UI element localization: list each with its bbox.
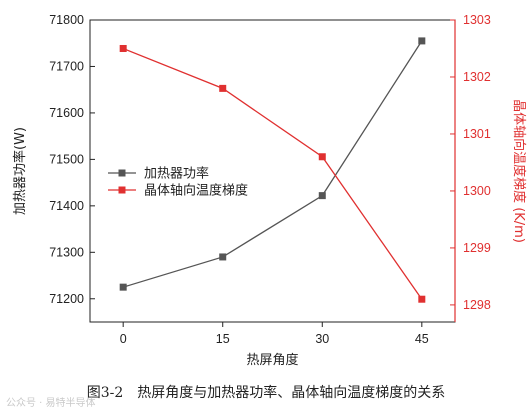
caption-text: 热屏角度与加热器功率、晶体轴向温度梯度的关系	[137, 385, 446, 401]
series-line-2	[122, 47, 423, 300]
y-left-tick-label: 71200	[49, 292, 84, 306]
x-tick-label: 30	[315, 332, 329, 346]
figure-caption: 图3-2 热屏角度与加热器功率、晶体轴向温度梯度的关系	[0, 382, 532, 402]
y-right-tick-label: 1300	[463, 184, 491, 198]
watermark: 公众号 · 易特半导体	[6, 398, 96, 409]
x-axis-title: 热屏角度	[246, 352, 298, 368]
y-right-tick-label: 1302	[463, 70, 491, 84]
y-right-tick-label: 1303	[463, 13, 491, 27]
y-right-axis-title: 晶体轴向温度梯度 (K/m)	[511, 99, 527, 243]
y-left-tick-label: 71300	[49, 245, 84, 259]
series-1-point	[418, 37, 426, 45]
legend-label-2: 晶体轴向温度梯度	[144, 183, 248, 199]
y-right-tick-label: 1301	[463, 127, 491, 141]
series-1-point	[318, 192, 326, 200]
y-left-tick-label: 71400	[49, 199, 84, 213]
x-tick-label: 0	[120, 332, 127, 346]
series-line-1	[122, 40, 423, 288]
chart-marks: 0 15 30 45 热屏角度 71200 71300 71400 71500 71600 7170…	[12, 13, 527, 368]
y-left-tick-label: 71500	[49, 152, 84, 166]
y-left-tick-label: 71600	[49, 106, 84, 120]
series-2-point	[119, 44, 127, 52]
x-tick-label: 45	[415, 332, 429, 346]
series-2-point	[418, 295, 426, 303]
legend-marker-2	[118, 186, 126, 194]
x-tick-label: 15	[216, 332, 230, 346]
series-2-point	[318, 153, 326, 161]
y-left-tick-label: 71700	[49, 59, 84, 73]
series-1-point	[219, 253, 227, 261]
legend-marker-1	[118, 169, 126, 177]
y-right-tick-label: 1298	[463, 298, 491, 312]
series-2-point	[219, 84, 227, 92]
legend-label-1: 加热器功率	[144, 166, 209, 182]
caption-number: 图3-2	[86, 385, 124, 401]
series-1-point	[119, 283, 127, 291]
y-right-tick-label: 1299	[463, 241, 491, 255]
y-left-axis-title: 加热器功率(W)	[12, 127, 28, 215]
y-left-tick-label: 71800	[49, 13, 84, 27]
